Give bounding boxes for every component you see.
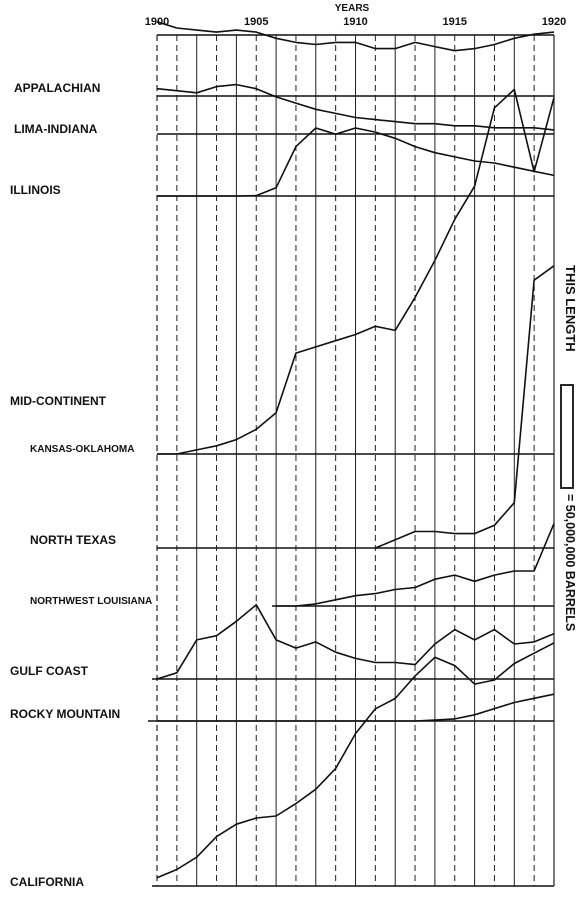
x-tick-labels: 1900 1905 1910 1915 1920	[145, 16, 566, 28]
series-label: GULF COAST	[10, 664, 89, 678]
series-label: ROCKY MOUNTAIN	[10, 707, 120, 721]
x-tick-label: 1910	[343, 16, 367, 28]
series-lines	[156, 21, 555, 879]
series-line-illinois	[157, 127, 555, 197]
x-tick-label: 1915	[443, 16, 467, 28]
x-tick-label: 1900	[145, 16, 169, 28]
series-line-northwest-louisiana	[276, 523, 555, 607]
scale-note-left: THIS LENGTH	[563, 265, 578, 352]
scale-note: THIS LENGTH = 50,000,000 BARRELS	[560, 265, 578, 631]
series-label: ILLINOIS	[10, 183, 61, 197]
series-labels: APPALACHIAN LIMA-INDIANA ILLINOIS MID-CONTI…	[10, 81, 152, 889]
x-axis-label: YEARS	[335, 3, 370, 14]
scale-bar	[560, 384, 574, 489]
series-label: NORTH TEXAS	[30, 533, 116, 547]
series-sublabel: KANSAS-OKLAHOMA	[30, 444, 134, 455]
series-label: CALIFORNIA	[10, 875, 84, 889]
region-bands	[148, 95, 554, 887]
series-line-appalachian	[156, 21, 555, 52]
series-label: NORTHWEST LOUISIANA	[30, 596, 152, 607]
series-line-california	[156, 642, 555, 879]
series-line-rocky-mountain	[157, 693, 555, 722]
series-label: LIMA-INDIANA	[14, 122, 98, 136]
series-line-mid-continent	[157, 88, 555, 455]
series-line-lima-indiana	[156, 83, 555, 131]
series-line-north-texas	[375, 265, 555, 549]
grid	[156, 35, 555, 886]
series-label: MID-CONTINENT	[10, 394, 107, 408]
scale-note-right: = 50,000,000 BARRELS	[563, 494, 577, 631]
x-tick-label: 1905	[244, 16, 268, 28]
series-line-gulf-coast	[156, 604, 555, 680]
x-tick-label: 1920	[542, 16, 566, 28]
series-label: APPALACHIAN	[14, 81, 100, 95]
